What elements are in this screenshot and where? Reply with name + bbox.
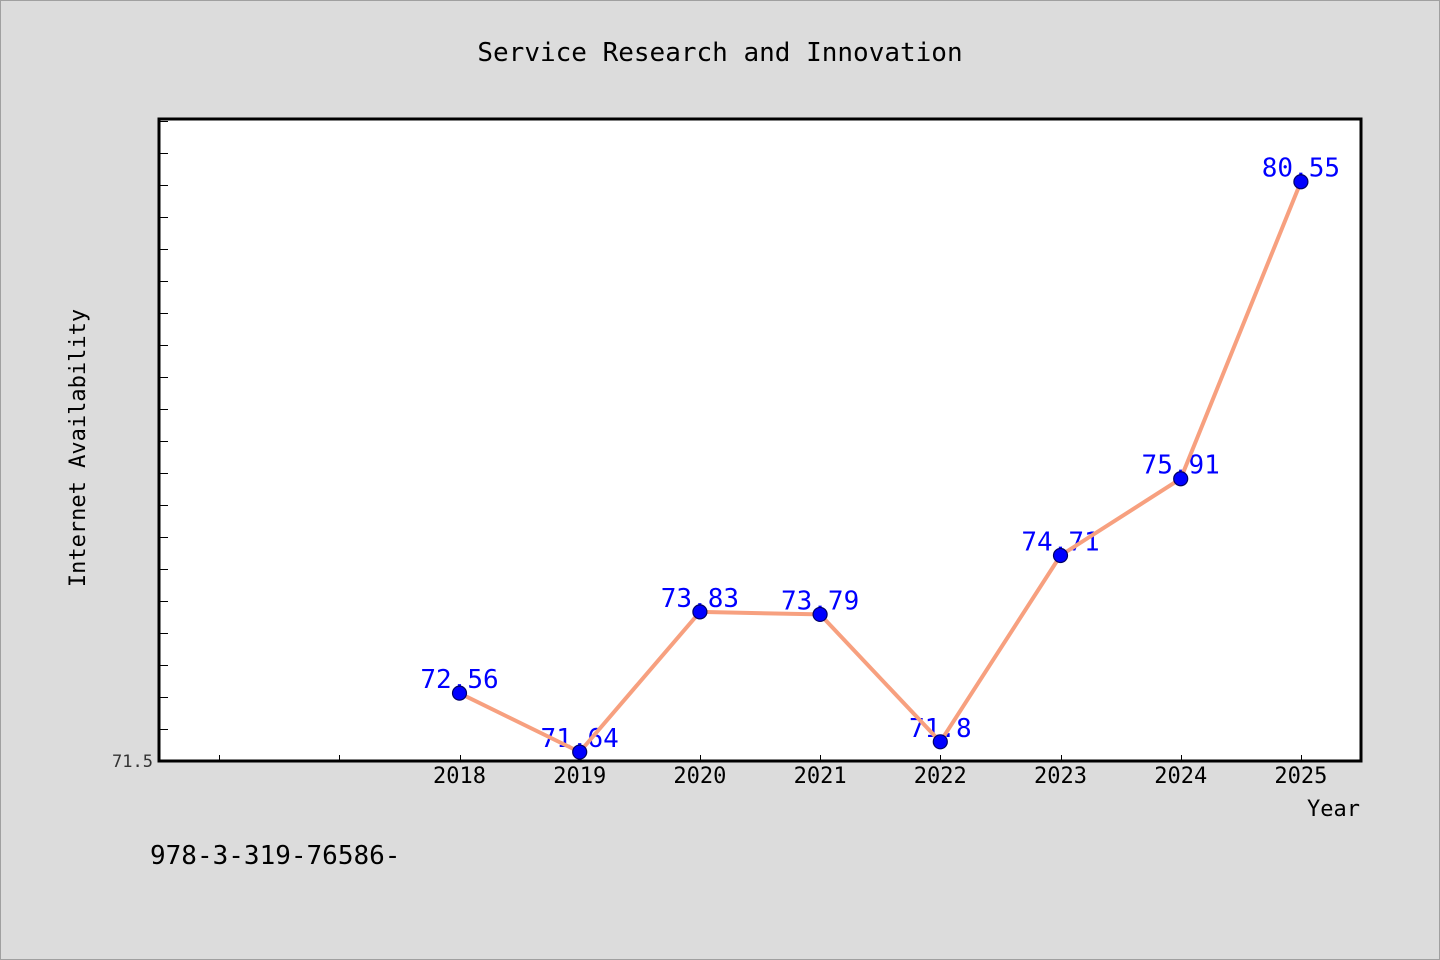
- x-axis-label: Year: [1307, 797, 1360, 822]
- x-tick-label: 2025: [1274, 764, 1327, 789]
- x-tick-label: 2018: [433, 764, 486, 789]
- x-tick-label: 2022: [914, 764, 967, 789]
- x-tick-label: 2023: [1034, 764, 1087, 789]
- x-tick-labels: 2018 2019 2020 2021 2022 2023 2024 2025: [433, 764, 1327, 789]
- data-point: [451, 685, 468, 701]
- y-tick-labels: 71.5: [112, 752, 153, 772]
- data-point: [812, 606, 828, 623]
- x-tick-label: 2024: [1154, 764, 1207, 789]
- plot-area: [157, 117, 1363, 763]
- x-axis-ticks: [219, 755, 1302, 761]
- data-point: [572, 744, 588, 760]
- y-tick-label: 71.5: [112, 752, 153, 772]
- data-points: [451, 174, 1309, 760]
- data-point: [692, 604, 708, 620]
- x-tick-label: 2020: [673, 764, 726, 789]
- data-point: [932, 734, 948, 750]
- series-line: [457, 179, 1303, 754]
- y-axis-ticks: [159, 121, 168, 730]
- x-tick-label: 2021: [794, 764, 847, 789]
- data-point: [1052, 547, 1069, 564]
- data-point: [1293, 174, 1309, 190]
- chart-title: Service Research and Innovation: [477, 38, 962, 68]
- x-tick-label: 2019: [553, 764, 606, 789]
- data-point: [1173, 471, 1189, 487]
- footnote: 978-3-319-76586-: [150, 841, 400, 871]
- y-axis-label: Internet Availability: [66, 309, 91, 587]
